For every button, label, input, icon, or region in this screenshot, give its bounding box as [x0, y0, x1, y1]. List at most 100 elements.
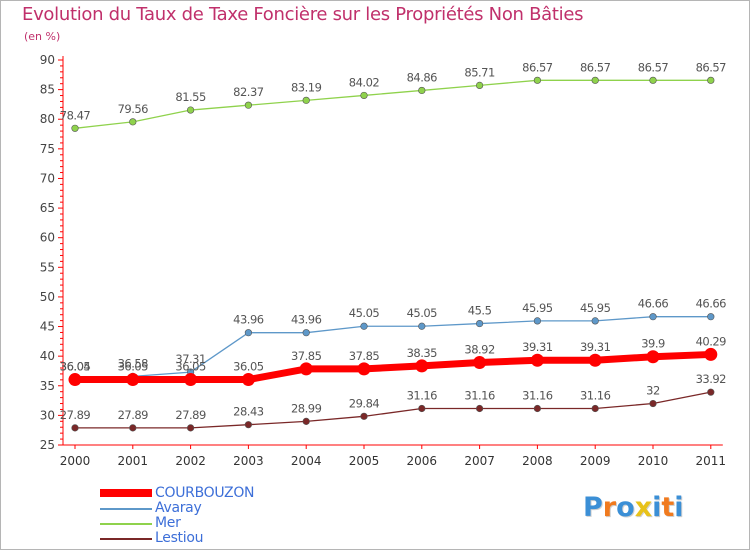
x-tick-label: 2008	[522, 454, 553, 468]
chart-title: Evolution du Taux de Taxe Foncière sur l…	[22, 4, 584, 25]
legend-label: Lestiou	[155, 530, 204, 546]
data-label-avaray: 45.05	[407, 306, 438, 320]
data-label-avaray: 45.95	[522, 301, 553, 315]
y-tick-label: 25	[40, 438, 55, 452]
data-point-mer	[71, 124, 79, 132]
data-label-mer: 86.57	[638, 60, 669, 74]
y-tick-label: 45	[40, 320, 55, 334]
data-point-courbouzon	[299, 362, 313, 376]
data-label-lestiou: 31.16	[407, 389, 438, 403]
legend-label: Avaray	[155, 500, 202, 516]
y-tick-label: 90	[40, 53, 55, 67]
logo-letter: P	[583, 492, 603, 523]
data-point-lestiou	[129, 424, 137, 432]
data-point-lestiou	[187, 424, 195, 432]
data-label-mer: 81.55	[175, 90, 206, 104]
data-point-avaray	[418, 322, 426, 330]
data-point-avaray	[533, 317, 542, 325]
data-label-lestiou: 28.99	[291, 401, 322, 415]
data-label-mer: 83.19	[291, 80, 322, 94]
data-point-mer	[187, 106, 195, 114]
data-point-mer	[591, 76, 599, 84]
data-label-lestiou: 31.16	[464, 389, 495, 403]
data-point-avaray	[591, 317, 599, 325]
data-label-courbouzon: 37.85	[349, 349, 380, 363]
data-label-avaray: 43.96	[291, 313, 322, 327]
data-point-avaray	[476, 319, 484, 328]
data-label-avaray: 37.31	[175, 352, 206, 366]
y-tick-label: 85	[40, 83, 55, 97]
data-point-courbouzon	[473, 356, 487, 370]
data-point-lestiou	[533, 404, 542, 413]
legend-swatch	[100, 523, 152, 525]
legend-item: COURBOUZON	[100, 486, 300, 501]
series-line-avaray	[74, 316, 711, 381]
data-label-lestiou: 33.92	[696, 372, 727, 386]
x-tick-label: 2006	[407, 454, 438, 468]
data-label-courbouzon: 36.05	[233, 360, 264, 374]
y-tick-label: 50	[40, 290, 55, 304]
data-point-mer	[360, 91, 368, 100]
data-label-courbouzon: 38.92	[464, 343, 495, 357]
y-tick-label: 35	[40, 379, 55, 393]
data-point-courbouzon	[704, 347, 718, 361]
data-label-mer: 78.47	[60, 108, 91, 122]
data-label-mer: 85.71	[464, 65, 495, 79]
data-label-mer: 79.56	[118, 102, 149, 116]
data-point-mer	[533, 76, 542, 84]
x-tick-label: 2010	[638, 454, 669, 468]
logo-letter: t	[661, 492, 675, 523]
data-label-courbouzon: 39.31	[580, 340, 611, 354]
x-tick-label: 2001	[118, 454, 149, 468]
data-label-lestiou: 27.89	[175, 408, 206, 422]
data-label-avaray: 46.66	[696, 297, 727, 311]
data-label-avaray: 36.04	[60, 360, 91, 374]
data-point-lestiou	[244, 421, 252, 429]
data-point-lestiou	[418, 404, 426, 413]
data-point-courbouzon	[357, 362, 371, 376]
series-line-courbouzon	[75, 350, 711, 384]
x-tick-label: 2011	[696, 454, 727, 468]
data-point-lestiou	[360, 412, 368, 420]
data-label-courbouzon: 39.31	[522, 340, 553, 354]
legend-item: Avaray	[100, 501, 300, 516]
data-point-mer	[418, 86, 426, 95]
data-point-lestiou	[649, 399, 657, 408]
logo-letter: o	[616, 492, 635, 523]
legend-swatch	[100, 489, 152, 497]
unit-label: (en %)	[24, 30, 61, 43]
data-label-mer: 82.37	[233, 85, 264, 99]
data-point-mer	[707, 76, 715, 84]
data-label-lestiou: 28.43	[233, 405, 264, 419]
data-label-mer: 86.57	[696, 60, 727, 74]
data-point-courbouzon	[530, 353, 544, 367]
data-label-courbouzon: 38.35	[407, 346, 438, 360]
data-point-avaray	[707, 313, 715, 321]
y-tick-label: 30	[40, 408, 55, 422]
data-point-avaray	[649, 313, 657, 321]
series-line-mer	[74, 79, 711, 129]
logo-letter: r	[602, 492, 617, 523]
data-label-avaray: 43.96	[233, 313, 264, 327]
data-point-courbouzon	[588, 353, 602, 367]
legend-label: Mer	[155, 515, 181, 531]
data-point-lestiou	[71, 424, 79, 432]
proxiti-logo: Proxiti	[583, 492, 684, 523]
series-line-lestiou	[75, 391, 711, 429]
data-label-avaray: 45.05	[349, 306, 380, 320]
data-point-mer	[476, 81, 484, 90]
data-point-mer	[244, 101, 252, 109]
data-point-avaray	[360, 322, 368, 330]
y-tick-label: 80	[40, 112, 55, 126]
data-point-mer	[129, 118, 137, 126]
x-tick-label: 2009	[580, 454, 611, 468]
data-point-courbouzon	[184, 373, 198, 387]
x-tick-label: 2002	[175, 454, 206, 468]
data-label-mer: 84.86	[407, 70, 438, 84]
x-tick-label: 2003	[233, 454, 264, 468]
data-label-lestiou: 27.89	[60, 408, 91, 422]
logo-letter: i	[674, 492, 684, 523]
logo-letter: x	[634, 492, 653, 523]
